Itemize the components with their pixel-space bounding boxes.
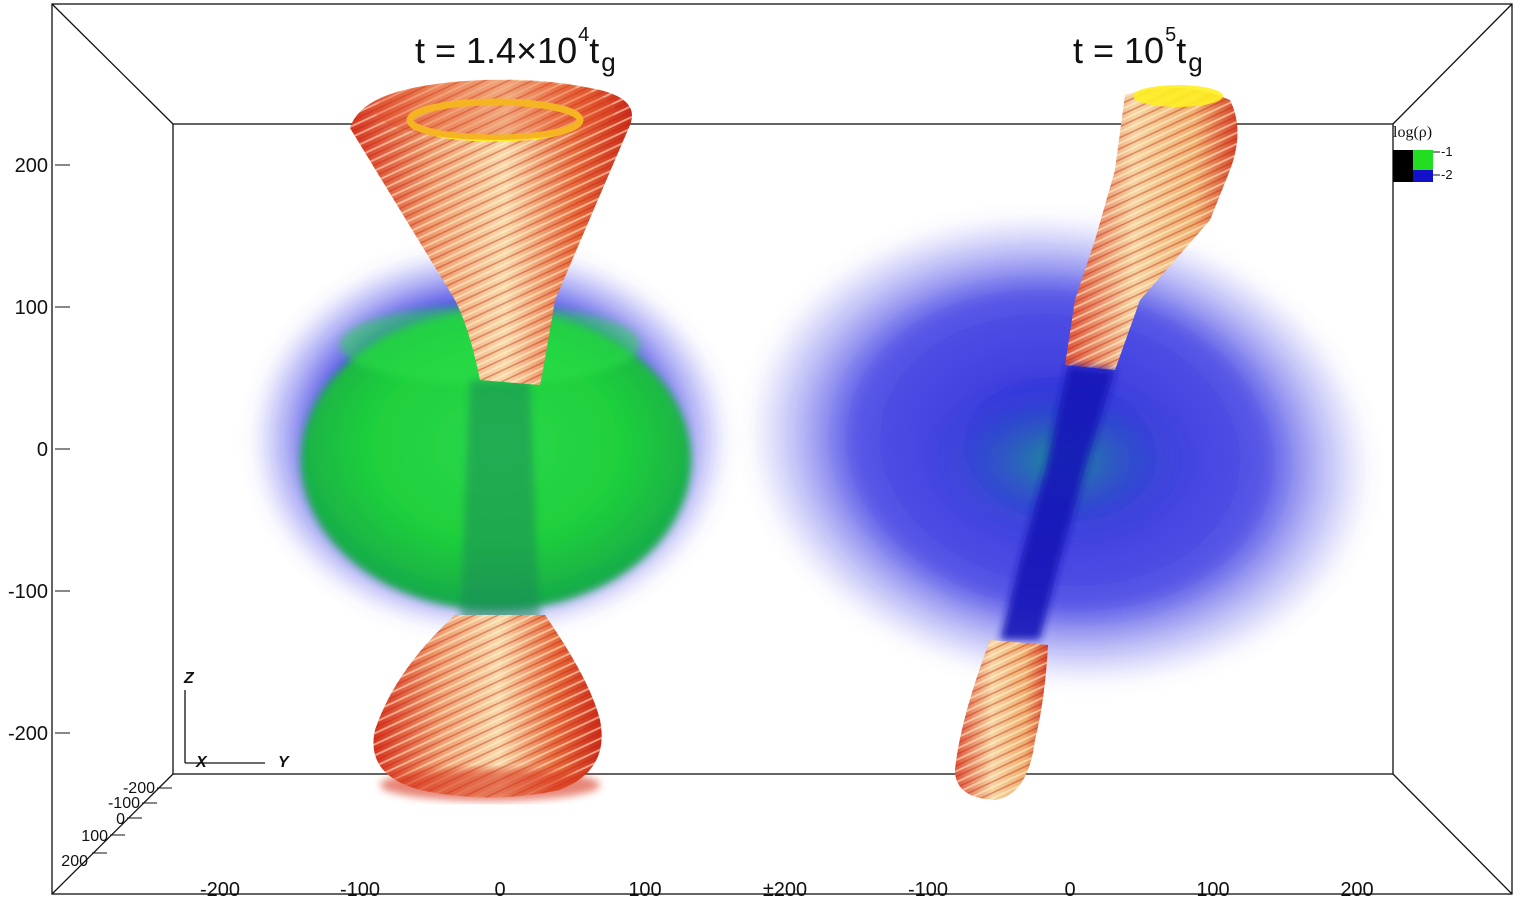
bottom-axis-labels: -200 -100 0 100 ±200 -100 0 100 200 [200, 879, 1374, 901]
bottom-tick-label: 0 [1064, 879, 1075, 901]
depth-axis [92, 787, 172, 854]
bottom-tick-label: -100 [340, 879, 380, 901]
left-title-exponent: 4 [578, 24, 590, 46]
z-tick-label: -200 [8, 723, 48, 745]
z-tick-label: 200 [15, 155, 48, 177]
left-panel-simulation [250, 79, 730, 801]
bottom-tick-label: 100 [628, 879, 661, 901]
frame-edge-bl [51, 773, 174, 895]
left-title-text: t = 1.4×10 [415, 30, 578, 71]
left-title-unit: t [589, 30, 600, 71]
left-panel-title: t = 1.4×104tg [415, 24, 616, 77]
inner-frame [172, 123, 1394, 775]
bottom-tick-label: 200 [1340, 879, 1373, 901]
legend-title: log(ρ) [1393, 124, 1432, 141]
right-title-text: t = 10 [1073, 30, 1165, 71]
frame-edge-br [1392, 773, 1513, 895]
z-axis-labels: 200 100 0 -100 -200 [8, 155, 48, 745]
z-tick-label: 100 [15, 297, 48, 319]
bottom-tick-label: 100 [1196, 879, 1229, 901]
left-title-subscript: g [601, 47, 616, 77]
depth-tick-label: 0 [116, 811, 125, 828]
z-tick-label: 0 [37, 439, 48, 461]
depth-tick-label: -200 [123, 780, 155, 797]
left-funnel-shadow [460, 380, 540, 630]
legend-bar-background [1393, 150, 1415, 182]
bottom-tick-label: 0 [494, 879, 505, 901]
bottom-tick-label: -100 [908, 879, 948, 901]
depth-tick-label: 100 [81, 828, 108, 845]
frame-edge-tl [51, 3, 174, 125]
left-upper-jet-opening [375, 80, 615, 140]
right-lower-jet-texture [955, 640, 1048, 800]
legend-swatch-blue [1413, 170, 1433, 182]
left-upper-jet-texture [350, 79, 632, 385]
legend-label: -2 [1441, 167, 1453, 182]
right-title-exponent: 5 [1165, 24, 1177, 46]
z-tick-label: -100 [8, 581, 48, 603]
z-axis-ticks [55, 164, 70, 734]
right-jet-channel [1000, 365, 1115, 640]
outer-frame [51, 3, 1513, 895]
left-lower-jet-base [380, 769, 600, 801]
left-upper-jet-rim [406, 98, 584, 142]
right-title-subscript: g [1188, 47, 1203, 77]
right-upper-jet-rim [1133, 85, 1223, 107]
density-legend: log(ρ) -1 -2 [1393, 124, 1453, 182]
left-lower-jet-texture [373, 615, 602, 798]
right-panel-title: t = 105tg [1073, 24, 1203, 77]
depth-tick-label: -100 [108, 795, 140, 812]
bottom-tick-label: -200 [200, 879, 240, 901]
axis-triad [184, 690, 265, 764]
triad-x-label: X [195, 754, 208, 771]
legend-label: -1 [1441, 144, 1453, 159]
right-title-unit: t [1176, 30, 1187, 71]
frame-edge-tr [1392, 3, 1513, 125]
bottom-center-tick-label: ±200 [763, 879, 807, 901]
triad-y-label: Y [278, 754, 290, 771]
triad-z-label: Z [183, 670, 195, 687]
depth-axis-labels: -200 -100 0 100 200 [61, 780, 155, 870]
bounding-box [51, 3, 1513, 895]
legend-swatch-green [1413, 150, 1433, 170]
depth-tick-label: 200 [61, 853, 88, 870]
right-panel-simulation [746, 85, 1374, 800]
right-upper-jet-texture [1065, 87, 1238, 370]
